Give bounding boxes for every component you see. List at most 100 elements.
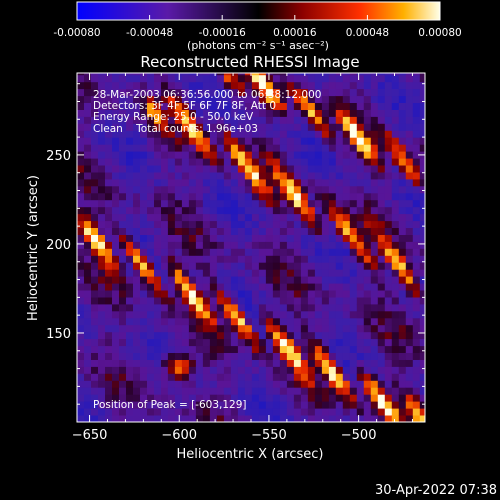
heatmap-cell — [112, 331, 120, 340]
heatmap-cell — [293, 213, 302, 222]
heatmap-cell — [105, 269, 113, 277]
heatmap-cell — [258, 352, 267, 360]
heatmap-cell — [342, 359, 351, 367]
heatmap-cell — [126, 269, 134, 277]
heatmap-cell — [251, 262, 260, 270]
heatmap-cell — [84, 408, 92, 416]
heatmap-cell — [154, 116, 162, 124]
heatmap-cell — [230, 144, 239, 152]
heatmap-cell — [258, 192, 267, 201]
heatmap-cell — [356, 373, 365, 381]
heatmap-cell — [230, 227, 239, 235]
heatmap-cell — [174, 290, 183, 298]
heatmap-cell — [286, 116, 295, 124]
heatmap-cell — [300, 165, 309, 173]
heatmap-cell — [258, 151, 267, 159]
heatmap-cell — [405, 394, 414, 402]
heatmap-cell — [98, 345, 106, 353]
heatmap-cell — [209, 165, 218, 173]
heatmap-cell — [342, 192, 351, 201]
heatmap-cell — [286, 359, 295, 367]
heatmap-cell — [405, 81, 414, 90]
heatmap-cell — [112, 394, 120, 402]
heatmap-cell — [356, 324, 365, 333]
heatmap-cell — [321, 331, 330, 340]
heatmap-cell — [161, 130, 169, 138]
heatmap-cell — [384, 331, 393, 340]
heatmap-cell — [237, 408, 246, 416]
heatmap-cell — [98, 95, 106, 103]
heatmap-cell — [314, 317, 323, 326]
heatmap-cell — [335, 206, 344, 215]
heatmap-cell — [202, 88, 211, 97]
heatmap-cell — [161, 102, 169, 110]
heatmap-cell — [405, 102, 414, 110]
heatmap-cell — [202, 151, 211, 159]
heatmap-cell — [195, 185, 204, 194]
heatmap-cell — [167, 73, 176, 76]
heatmap-cell — [181, 303, 190, 312]
heatmap-cell — [321, 317, 330, 326]
heatmap-cell — [174, 276, 183, 284]
heatmap-cell — [363, 345, 372, 353]
heatmap-cell — [161, 88, 169, 97]
heatmap-cell — [335, 262, 344, 270]
heatmap-cell — [405, 74, 414, 83]
heatmap-cell — [363, 317, 372, 326]
heatmap-cell — [265, 283, 274, 291]
heatmap-cell — [91, 220, 99, 228]
heatmap-cell — [119, 276, 127, 284]
heatmap-cell — [370, 241, 379, 249]
heatmap-cell — [279, 241, 288, 249]
heatmap-cell — [398, 380, 407, 388]
heatmap-cell — [307, 345, 316, 353]
heatmap-cell — [154, 102, 162, 110]
heatmap-cell — [391, 137, 400, 145]
heatmap-cell — [202, 123, 211, 131]
heatmap-cell — [112, 192, 120, 201]
heatmap-cell — [328, 269, 337, 277]
heatmap-cell — [265, 172, 274, 180]
heatmap-cell — [84, 394, 92, 402]
heatmap-cell — [244, 81, 253, 90]
heatmap-cell — [126, 88, 134, 97]
heatmap-cell — [174, 283, 183, 291]
heatmap-cell — [91, 199, 99, 208]
heatmap-cell — [84, 185, 92, 194]
annotation-detectors: Detectors: 3F 4F 5F 6F 7F 8F, Att 0 — [93, 100, 276, 112]
heatmap-cell — [279, 213, 288, 222]
heatmap-cell — [167, 380, 176, 388]
heatmap-cell — [195, 158, 204, 166]
heatmap-cell — [161, 73, 169, 76]
heatmap-cell — [384, 241, 393, 249]
heatmap-cell — [335, 317, 344, 326]
heatmap-cell — [328, 283, 337, 291]
heatmap-cell — [328, 73, 337, 76]
heatmap-cell — [202, 234, 211, 242]
heatmap-cell — [328, 276, 337, 284]
heatmap-cell — [188, 359, 197, 367]
heatmap-cell — [126, 352, 134, 360]
heatmap-cell — [98, 283, 106, 291]
heatmap-cell — [405, 144, 414, 152]
heatmap-cell — [398, 130, 407, 138]
heatmap-cell — [286, 199, 295, 208]
heatmap-cell — [237, 317, 246, 326]
heatmap-cell — [258, 227, 267, 235]
heatmap-cell — [147, 137, 155, 145]
heatmap-cell — [237, 415, 246, 422]
heatmap-cell — [244, 373, 253, 381]
heatmap-cell — [398, 297, 407, 305]
heatmap-cell — [140, 408, 148, 416]
heatmap-cell — [161, 394, 169, 402]
heatmap-cell — [405, 317, 414, 326]
heatmap-cell — [98, 373, 106, 381]
heatmap-cell — [105, 394, 113, 402]
heatmap-cell — [293, 297, 302, 305]
heatmap-cell — [126, 213, 134, 222]
heatmap-cell — [188, 290, 197, 298]
heatmap-cell — [112, 255, 120, 263]
heatmap-cell — [154, 172, 162, 180]
heatmap-cell — [342, 380, 351, 388]
heatmap-cell — [272, 116, 281, 124]
